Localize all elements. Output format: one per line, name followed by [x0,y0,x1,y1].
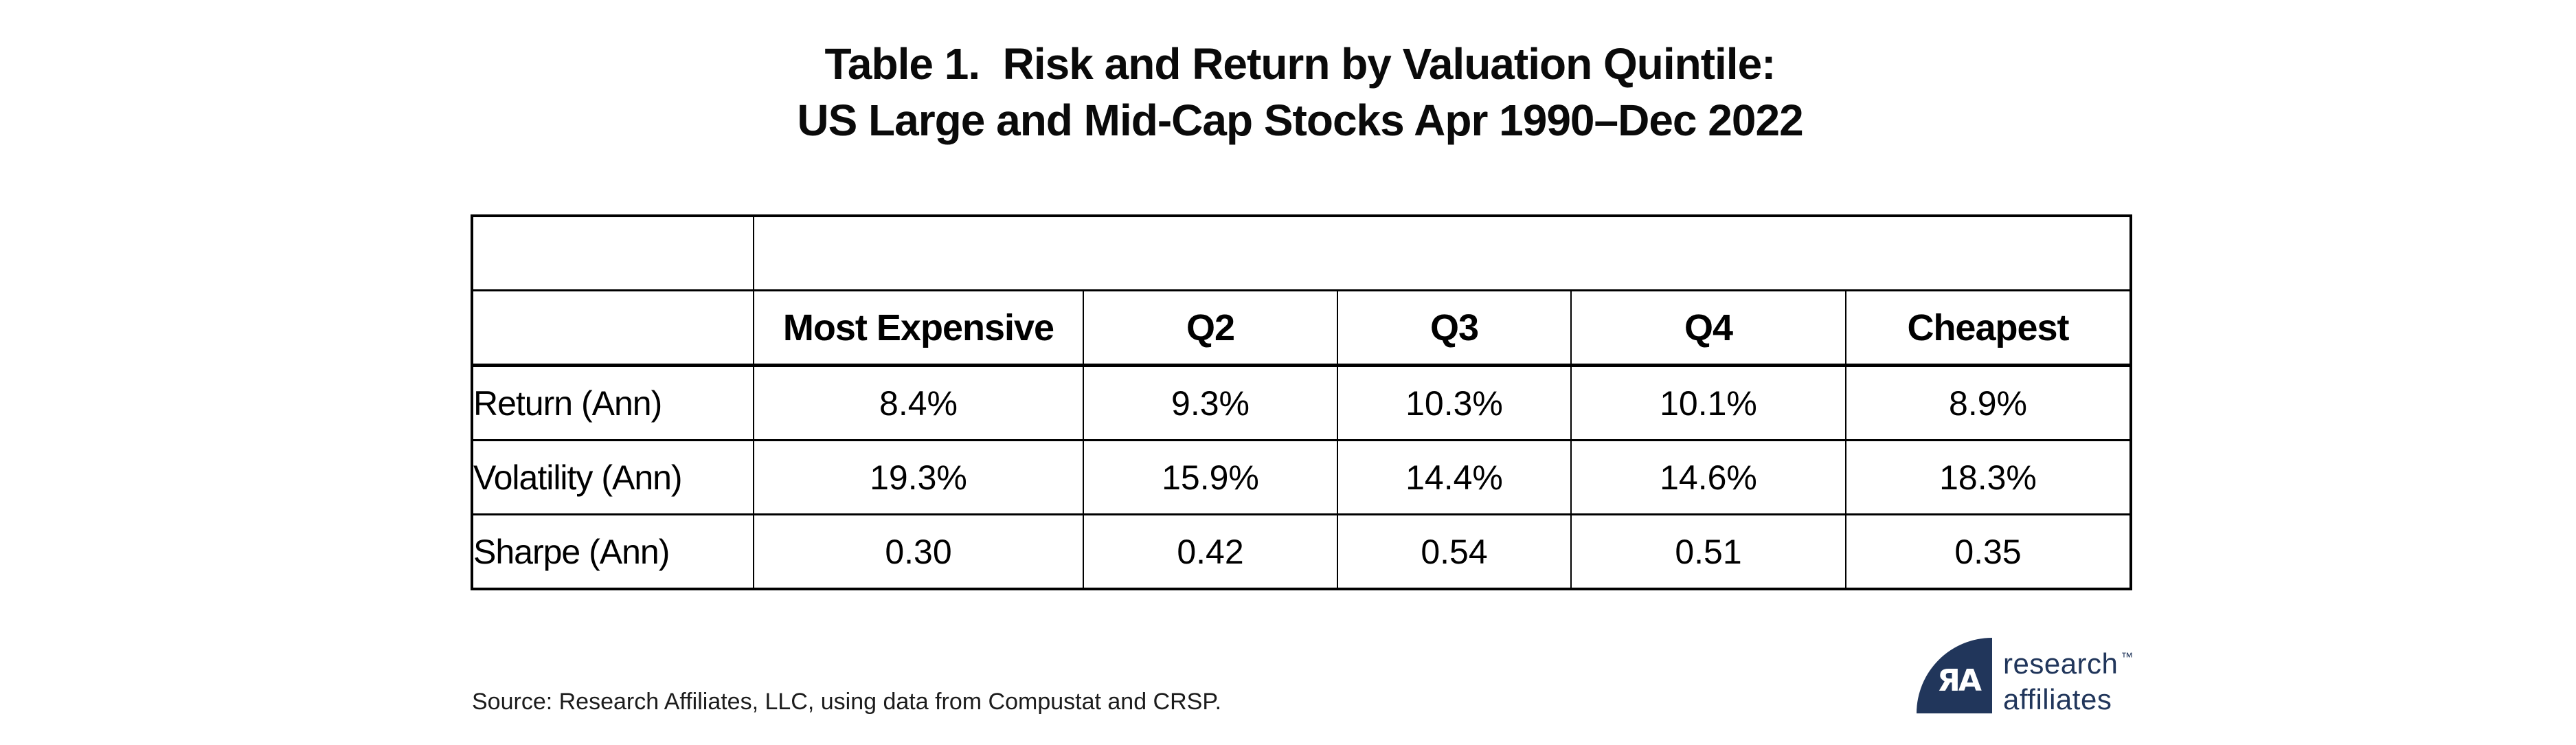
value-sharpe-q2: 0.42 [1083,513,1338,590]
value-volatility-cheapest: 18.3% [1845,439,2132,515]
title-line-1: Table 1. Risk and Return by Valuation Qu… [824,39,1776,89]
table-row-sharpe: Sharpe (Ann) 0.30 0.42 0.54 0.51 0.35 [471,513,2132,590]
row-label-sharpe: Sharpe (Ann) [471,513,754,590]
column-header-q3: Q3 [1337,289,1572,367]
source-note: Source: Research Affiliates, LLC, using … [472,689,1222,715]
column-header-cheapest: Cheapest [1845,289,2132,367]
research-affiliates-logo: ЯA research ™ affiliates [1917,638,2134,715]
logo-wordmark-line2: affiliates [2003,683,2112,715]
table-group-header-row: Valuation Quintile [471,214,2132,291]
table-row-return: Return (Ann) 8.4% 9.3% 10.3% 10.1% 8.9% [471,364,2132,441]
value-volatility-most-expensive: 19.3% [753,439,1084,515]
logo-ra-monogram: ЯA [1937,663,1982,698]
table-column-header-row: Most Expensive Q2 Q3 Q4 Cheapest [471,289,2132,367]
value-volatility-q3: 14.4% [1337,439,1572,515]
value-sharpe-q4: 0.51 [1570,513,1846,590]
figure-title: Table 1. Risk and Return by Valuation Qu… [471,36,2129,148]
title-line-2: US Large and Mid-Cap Stocks Apr 1990–Dec… [797,96,1803,145]
table-row-volatility: Volatility (Ann) 19.3% 15.9% 14.4% 14.6%… [471,439,2132,515]
risk-return-table: Valuation Quintile Most Expensive Q2 Q3 … [471,214,2132,590]
column-header-q2: Q2 [1083,289,1338,367]
value-return-q4: 10.1% [1570,364,1846,441]
column-header-most-expensive: Most Expensive [753,289,1084,367]
value-return-cheapest: 8.9% [1845,364,2132,441]
value-sharpe-q3: 0.54 [1337,513,1572,590]
column-header-q4: Q4 [1570,289,1846,367]
value-volatility-q4: 14.6% [1570,439,1846,515]
logo-wordmark: research ™ affiliates [2003,647,2134,715]
value-return-q2: 9.3% [1083,364,1338,441]
value-return-q3: 10.3% [1337,364,1572,441]
trademark-symbol: ™ [2121,650,2134,664]
value-return-most-expensive: 8.4% [753,364,1084,441]
value-sharpe-cheapest: 0.35 [1845,513,2132,590]
logo-quarter-circle-icon: ЯA [1917,638,1992,713]
logo-wordmark-line1: research ™ [2003,647,2134,680]
corner-empty-cell [471,214,754,291]
group-header-cell: Valuation Quintile [753,214,2132,291]
value-sharpe-most-expensive: 0.30 [753,513,1084,590]
column-header-empty [471,289,754,367]
row-label-volatility: Volatility (Ann) [471,439,754,515]
value-volatility-q2: 15.9% [1083,439,1338,515]
row-label-return: Return (Ann) [471,364,754,441]
